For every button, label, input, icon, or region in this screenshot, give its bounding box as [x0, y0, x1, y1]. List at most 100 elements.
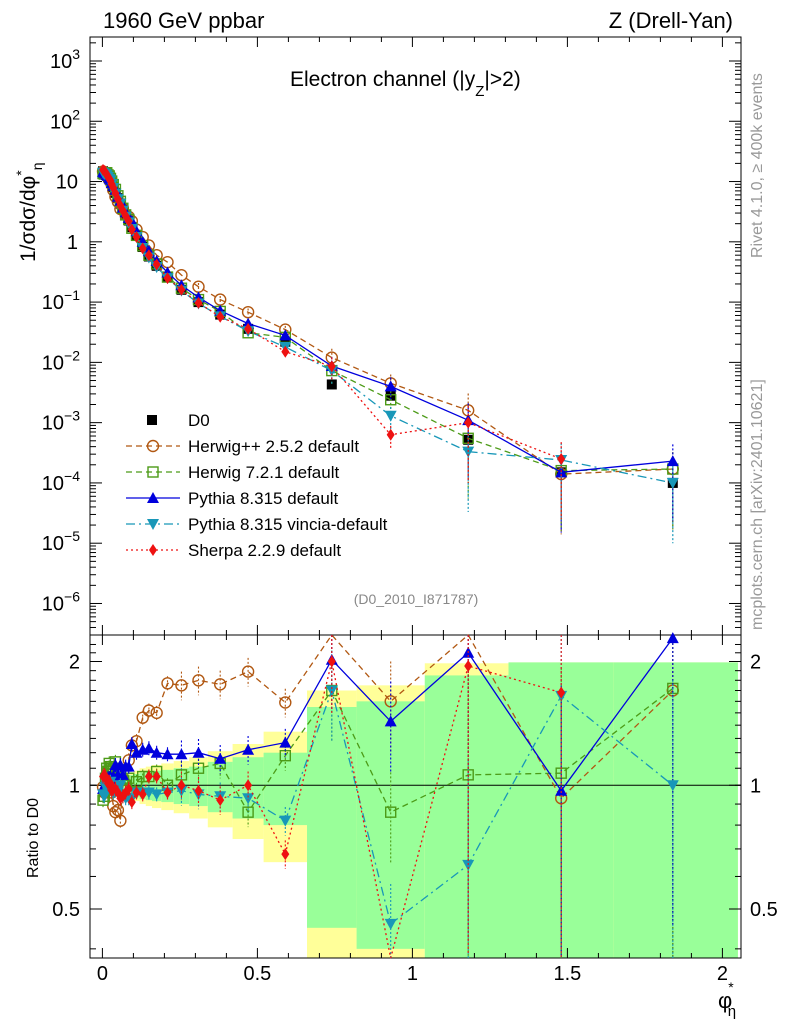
point-sherpa: [138, 242, 147, 255]
x-tick-label: 1.5: [553, 963, 581, 985]
ratio-point-sherpa: [557, 686, 566, 699]
series-herwig7: [97, 167, 679, 531]
point-sherpa: [464, 416, 473, 429]
point-sherpa: [163, 272, 172, 285]
legend: D0 Herwig++ 2.5.2 default Herwig 7.2.1 def…: [126, 411, 388, 560]
series-herwigpp: [96, 165, 679, 535]
ratio-point-sherpa: [194, 784, 203, 797]
series-layer: [96, 163, 679, 959]
header-right: Z (Drell-Yan): [609, 8, 733, 33]
y-tick-label: 10: [56, 172, 78, 194]
ratio-tick-label: 0.5: [52, 899, 80, 921]
legend-label-herwigpp: Herwig++ 2.5.2 default: [188, 437, 359, 456]
legend-entry-data: D0: [147, 411, 210, 430]
ratio-point-vincia: [462, 859, 475, 871]
ratio-point-pythia: [142, 742, 155, 754]
ratio-point-herwigpp: [213, 678, 227, 691]
ratio-frame: [89, 634, 742, 959]
ratio-point-vincia: [114, 780, 127, 792]
band-stat-25: [263, 752, 307, 826]
legend-label-sherpa: Sherpa 2.2.9 default: [188, 541, 341, 560]
side-label-rivet: Rivet 4.1.0, ≥ 400k events: [749, 73, 766, 258]
main-ylabel: 1/σdσ/dφ*η: [13, 163, 45, 263]
legend-marker-pythia: [147, 492, 159, 503]
ratio-point-sherpa: [152, 770, 161, 783]
ratio-point-pythia: [192, 746, 205, 758]
ratio-series-sherpa: [99, 635, 566, 959]
point-sherpa: [132, 231, 141, 244]
legend-label-herwig7: Herwig 7.2.1 default: [188, 463, 339, 482]
y-tick-label: 10−3: [42, 408, 80, 435]
legend-entry-sherpa: Sherpa 2.2.9 default: [126, 541, 341, 560]
legend-entry-herwig7: Herwig 7.2.1 default: [126, 463, 339, 482]
series-sherpa: [99, 163, 566, 520]
ratio-tick-label-right: 0.5: [750, 899, 778, 921]
ratio-point-pythia: [384, 715, 397, 727]
ratio-point-vincia: [384, 918, 397, 930]
ratio-point-herwigpp: [150, 706, 163, 720]
x-tick-label: 2: [717, 963, 728, 985]
ratio-point-herwigpp: [192, 674, 205, 687]
ratio-point-pythia: [242, 743, 255, 755]
point-pythia: [279, 329, 292, 341]
y-tick-label: 10−6: [42, 588, 80, 615]
ratio-point-herwigpp: [136, 711, 149, 724]
x-tick-label: 1: [407, 963, 418, 985]
ratio-point-herwigpp: [175, 679, 188, 692]
line-sherpa: [102, 169, 562, 460]
ratio-point-vincia: [242, 793, 255, 805]
y-tick-label: 102: [50, 106, 80, 133]
point-sherpa: [386, 428, 395, 441]
ratio-point-sherpa: [177, 779, 186, 792]
legend-marker-vincia: [147, 519, 159, 530]
ratio-point-pythia: [279, 736, 292, 748]
legend-entry-pythia: Pythia 8.315 default: [126, 489, 339, 508]
ratio-point-herwigpp: [142, 704, 156, 717]
band-stat-30: [613, 662, 738, 958]
main-ylabel-main: 1/σdσ/dφ: [17, 176, 40, 262]
ratio-point-sherpa: [163, 786, 172, 799]
point-sherpa: [281, 345, 290, 358]
point-sherpa: [144, 249, 153, 262]
x-axis-label-sup: *: [728, 979, 734, 995]
y-tick-label: 10−4: [42, 468, 80, 495]
main-ylabel-sub: η: [29, 163, 45, 171]
band-stat-28: [424, 675, 509, 958]
main-title-pre: Electron channel (|y: [290, 68, 476, 91]
band-stat-19: [152, 770, 162, 802]
point-vincia: [666, 477, 679, 489]
legend-label-vincia: Pythia 8.315 vincia-default: [188, 515, 388, 534]
point-sherpa: [244, 322, 253, 335]
legend-marker-sherpa: [149, 544, 157, 556]
point-sherpa: [152, 258, 161, 271]
point-sherpa: [127, 223, 136, 236]
ratio-point-vincia: [98, 791, 111, 803]
series-pythia: [97, 165, 679, 533]
ratio-point-sherpa: [144, 770, 153, 783]
x-axis-label-main: φ: [718, 988, 732, 1013]
x-tick-label: 0.5: [243, 963, 271, 985]
ratio-point-sherpa: [127, 796, 136, 809]
ratio-point-sherpa: [244, 779, 253, 792]
point-pythia: [666, 455, 679, 467]
ratio-point-vincia: [666, 780, 679, 792]
y-tick-label: 10−1: [42, 287, 80, 314]
ratio-point-pythia: [130, 746, 143, 758]
legend-entry-vincia: Pythia 8.315 vincia-default: [126, 515, 388, 534]
legend-marker-data: [147, 415, 157, 425]
ratio-point-pythia: [122, 760, 135, 772]
legend-label-data: D0: [188, 411, 210, 430]
point-vincia: [462, 446, 475, 458]
ratio-point-pythia: [666, 632, 679, 644]
ratio-point-sherpa: [281, 848, 290, 861]
x-axis-label-sub: η: [728, 1003, 736, 1020]
ratio-point-herwigpp: [241, 665, 255, 678]
point-sherpa: [216, 310, 225, 323]
ratio-point-sherpa: [216, 794, 225, 807]
main-title-post: |>2): [484, 68, 520, 91]
main-title-sub: Z: [475, 83, 484, 100]
ratio-point-pythia: [175, 748, 188, 760]
ratio-ylabel: Ratio to D0: [25, 798, 42, 878]
ratio-point-pythia: [214, 752, 227, 764]
ratio-point-vincia: [279, 815, 292, 827]
